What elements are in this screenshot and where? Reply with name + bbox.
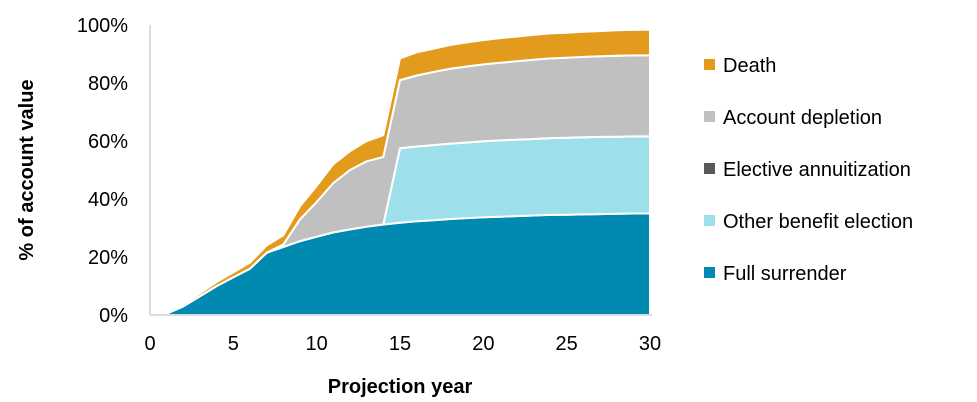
legend-label: Elective annuitization — [723, 159, 911, 181]
legend-label: Account depletion — [723, 107, 882, 129]
area-layers — [149, 28, 651, 316]
legend-item: Death — [704, 55, 776, 77]
area-death — [149, 28, 651, 316]
legend-item: Full surrender — [704, 263, 847, 285]
y-tick-labels: 0% 20% 40% 60% 80% 100% — [77, 15, 128, 327]
legend-label: Full surrender — [723, 263, 847, 285]
legend: Death Account depletion Elective annuitiza… — [704, 55, 913, 285]
y-tick-label: 0% — [99, 305, 128, 327]
legend-item: Elective annuitization — [704, 159, 911, 181]
x-tick-label: 15 — [389, 333, 411, 355]
y-tick-label: 40% — [88, 189, 128, 211]
y-tick-label: 80% — [88, 73, 128, 95]
legend-label: Other benefit election — [723, 211, 913, 233]
x-tick-label: 25 — [556, 333, 578, 355]
y-tick-label: 100% — [77, 15, 128, 37]
area-full-surrender — [149, 212, 651, 316]
x-axis-title: Projection year — [328, 376, 473, 398]
x-tick-labels: 0 5 10 15 20 25 30 — [144, 333, 661, 355]
legend-swatch — [704, 215, 715, 226]
legend-item: Account depletion — [704, 107, 882, 129]
legend-swatch — [704, 59, 715, 70]
y-axis-title: % of account value — [16, 79, 38, 260]
legend-swatch — [704, 163, 715, 174]
legend-swatch — [704, 111, 715, 122]
x-tick-label: 5 — [228, 333, 239, 355]
legend-swatch — [704, 267, 715, 278]
legend-label: Death — [723, 55, 776, 77]
legend-item: Other benefit election — [704, 211, 913, 233]
x-tick-label: 10 — [306, 333, 328, 355]
y-tick-label: 20% — [88, 247, 128, 269]
x-tick-label: 30 — [639, 333, 661, 355]
x-tick-label: 0 — [144, 333, 155, 355]
x-tick-label: 20 — [472, 333, 494, 355]
y-tick-label: 60% — [88, 131, 128, 153]
